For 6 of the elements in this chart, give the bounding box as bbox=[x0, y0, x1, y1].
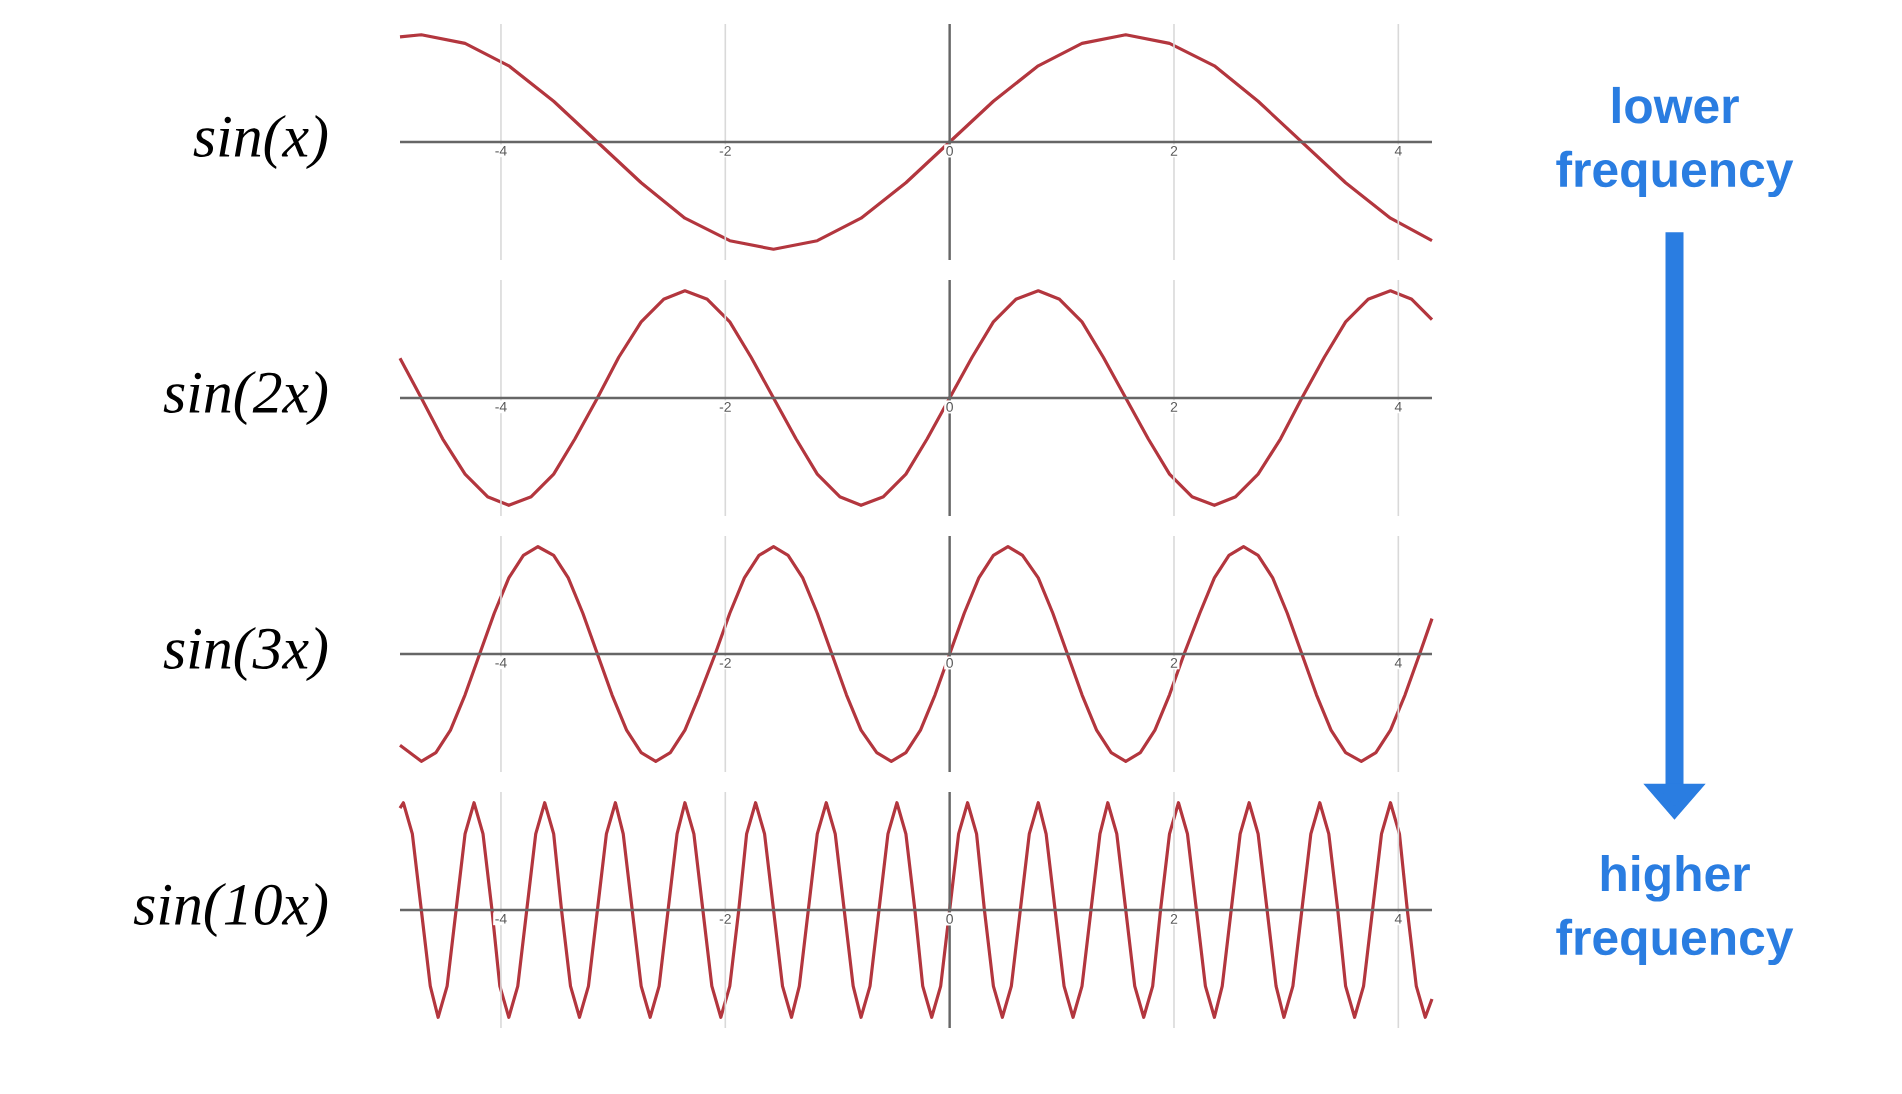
text: sin(2x) bbox=[163, 370, 328, 426]
text: higher frequency bbox=[1556, 854, 1794, 966]
text: sin(x) bbox=[193, 114, 328, 170]
text: sin(10x) bbox=[133, 882, 328, 938]
text: sin(3x) bbox=[163, 626, 328, 682]
text: lower frequency bbox=[1556, 86, 1794, 198]
